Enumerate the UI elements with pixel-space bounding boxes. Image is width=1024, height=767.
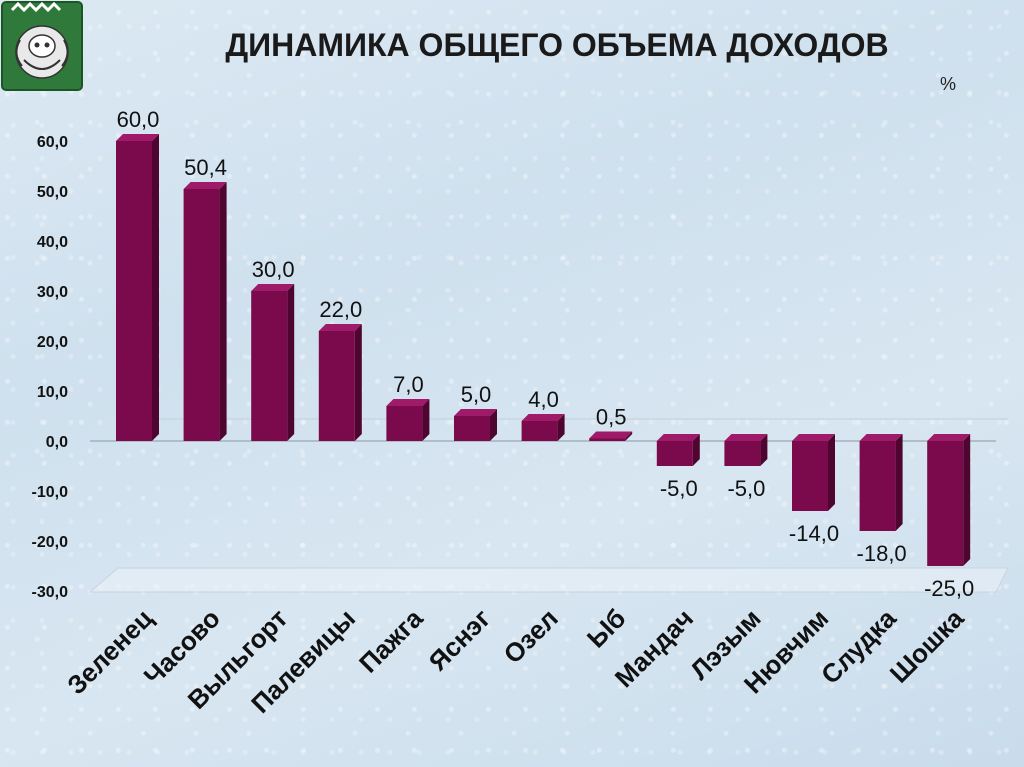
bar-side [828, 434, 835, 511]
bar [318, 324, 362, 441]
y-tick-label: 20,0 [37, 334, 68, 351]
value-label: -5,0 [727, 476, 765, 501]
bar-top [251, 284, 295, 291]
bar-side [692, 434, 700, 466]
bar-side [287, 284, 295, 441]
bar-top [116, 134, 159, 141]
value-label: 30,0 [252, 257, 295, 282]
bar-top [927, 434, 971, 441]
value-label: 5,0 [461, 382, 492, 407]
bar-top [656, 434, 700, 441]
coat-of-arms-icon [1, 1, 83, 91]
bar-side [354, 324, 362, 441]
bar-front [927, 441, 964, 566]
bar [386, 399, 430, 441]
bar-front [116, 141, 152, 441]
bar [859, 434, 903, 531]
bar-side [760, 434, 768, 466]
bar-top [724, 434, 768, 441]
bar-front [183, 189, 220, 441]
y-tick-label: 60,0 [37, 134, 68, 151]
value-label: 0,5 [596, 405, 627, 430]
y-tick-label: 40,0 [37, 234, 68, 251]
bar-top [521, 414, 565, 421]
bar-side [895, 434, 903, 531]
bar-front [589, 438, 626, 441]
y-tick-label: 10,0 [37, 384, 68, 401]
y-tick-label: -10,0 [32, 484, 69, 501]
bar-top [454, 409, 497, 416]
unit-label: % [940, 74, 956, 94]
bar-side [152, 134, 159, 441]
value-label: -25,0 [924, 576, 974, 601]
value-label: 50,4 [184, 155, 227, 180]
y-tick-label: 50,0 [37, 184, 68, 201]
bar-front [792, 441, 828, 511]
category-label: Зеленец [61, 603, 158, 700]
bar-front [724, 441, 761, 466]
bar [116, 134, 159, 441]
category-label: Пажга [353, 603, 429, 679]
bar-front [251, 291, 288, 441]
value-label: 4,0 [528, 387, 559, 412]
bar-top [859, 434, 903, 441]
category-label: Яснэг [423, 603, 497, 677]
bar-top [589, 431, 633, 439]
bar-top [792, 434, 835, 441]
bar-front [859, 441, 896, 531]
y-tick-label: -30,0 [32, 584, 69, 601]
bar [454, 409, 497, 441]
bar-front [656, 441, 693, 466]
category-label: Слудка [815, 603, 902, 690]
bar [656, 434, 700, 466]
category-label: Ыб [581, 603, 632, 654]
chart-floor [88, 567, 1009, 593]
bar [927, 434, 971, 566]
bars [116, 134, 971, 566]
bar [792, 434, 835, 511]
bar-front [454, 416, 490, 441]
y-tick-label: 30,0 [37, 284, 68, 301]
category-label: Озел [498, 603, 564, 669]
bar-front [318, 331, 355, 441]
y-tick-label: 0,0 [46, 434, 68, 451]
bar [251, 284, 295, 441]
bar-front [386, 406, 423, 441]
chart-title: ДИНАМИКА ОБЩЕГО ОБЪЕМА ДОХОДОВ [225, 27, 888, 63]
value-label: -5,0 [660, 476, 698, 501]
value-label: -14,0 [789, 521, 839, 546]
bar-top [318, 324, 362, 331]
bar-side [963, 434, 971, 566]
y-tick-label: -20,0 [32, 534, 69, 551]
value-labels: 60,0 50,4 30,0 22,0 7,0 5,0 4,0 0,5 -5,0 -5,0 -14,… [117, 107, 975, 601]
bar [589, 431, 633, 441]
value-label: 60,0 [117, 107, 160, 132]
bar-side [422, 399, 430, 441]
bar [521, 414, 565, 441]
bar-top [386, 399, 430, 406]
bar-side [625, 431, 633, 441]
bar-side [219, 182, 227, 441]
bar [724, 434, 768, 466]
bar-side [557, 414, 565, 441]
value-label: 22,0 [319, 297, 362, 322]
bar [183, 182, 227, 441]
category-label: Шошка [884, 603, 970, 689]
bar-side [490, 409, 497, 441]
bar-front [521, 421, 558, 441]
value-label: -18,0 [857, 541, 907, 566]
value-label: 7,0 [393, 372, 424, 397]
y-axis: 60,0 50,0 40,0 30,0 20,0 10,0 0,0 -10,0 -20,0 -30… [32, 134, 69, 601]
bar-top [183, 182, 227, 189]
